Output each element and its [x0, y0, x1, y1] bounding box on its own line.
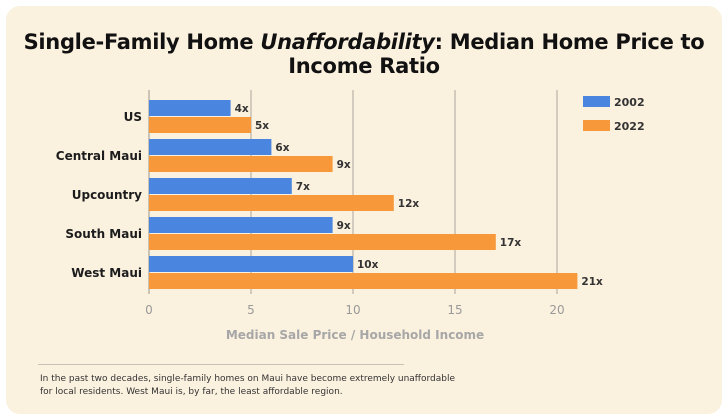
x-tick-label: 5	[247, 303, 255, 317]
category-label: Upcountry	[72, 188, 142, 202]
data-label: 4x	[235, 103, 249, 115]
title-text-before: Single-Family Home	[23, 30, 261, 54]
legend-label: 2022	[614, 120, 645, 133]
x-tick-label: 15	[447, 303, 462, 317]
caption-divider	[38, 364, 404, 365]
category-label: Central Maui	[56, 149, 142, 163]
data-label: 17x	[500, 237, 522, 249]
data-label: 5x	[255, 120, 269, 132]
chart-title: Single-Family Home Unaffordability: Medi…	[0, 30, 728, 78]
bar-2002	[149, 256, 353, 272]
category-label: West Maui	[71, 266, 142, 280]
category-label: South Maui	[65, 227, 142, 241]
legend-swatch-2022	[583, 120, 610, 131]
data-label: 21x	[581, 276, 603, 288]
bar-2002	[149, 100, 231, 116]
bar-2022	[149, 156, 333, 172]
legend-label: 2002	[614, 96, 645, 109]
x-tick-label: 20	[549, 303, 564, 317]
data-label: 6x	[275, 142, 289, 154]
bar-2022	[149, 234, 496, 250]
bar-2022	[149, 273, 578, 289]
title-text-emphasis: Unaffordability	[260, 30, 435, 54]
caption-text: In the past two decades, single-family h…	[40, 374, 456, 397]
x-tick-label: 10	[345, 303, 360, 317]
bar-2022	[149, 195, 394, 211]
data-label: 10x	[357, 259, 379, 271]
bar-2002	[149, 139, 272, 155]
category-label: US	[124, 110, 142, 124]
data-label: 9x	[337, 220, 351, 232]
bar-2022	[149, 117, 251, 133]
data-label: 9x	[337, 159, 351, 171]
bar-2002	[149, 178, 292, 194]
x-tick-label: 0	[145, 303, 153, 317]
title-text-after: : Median Home Price to Income Ratio	[288, 30, 705, 78]
data-label: 7x	[296, 181, 310, 193]
x-axis-label: Median Sale Price / Household Income	[225, 328, 485, 342]
legend-swatch-2002	[583, 96, 610, 107]
data-label: 12x	[398, 198, 420, 210]
bar-2002	[149, 217, 333, 233]
